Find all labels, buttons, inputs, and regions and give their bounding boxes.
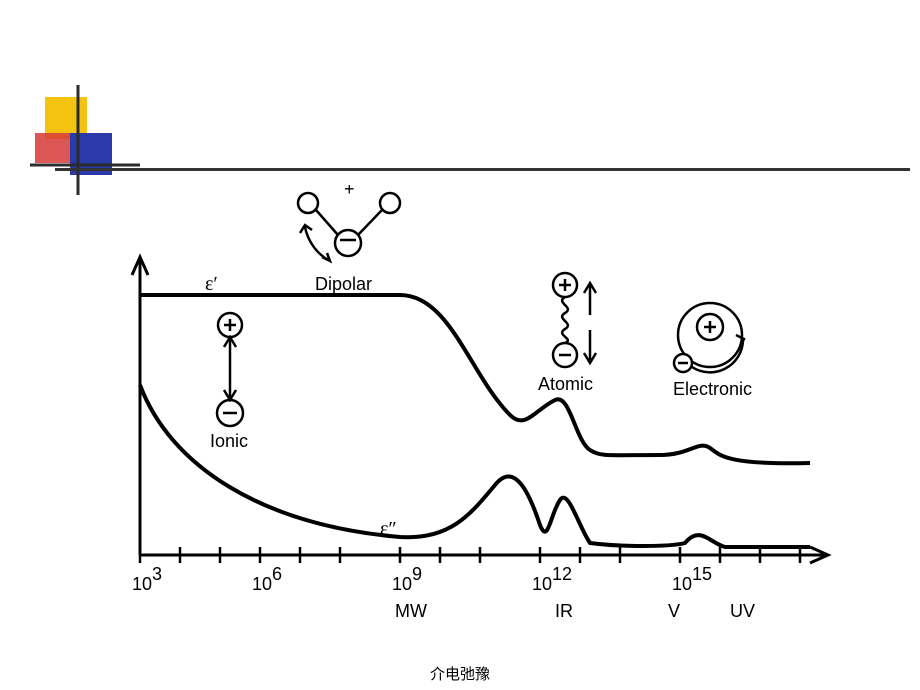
svg-text:15: 15 — [692, 564, 712, 584]
dipolar-icon: + — [298, 185, 400, 261]
electronic-icon — [674, 303, 744, 372]
svg-text:10: 10 — [392, 574, 412, 594]
svg-text:9: 9 — [412, 564, 422, 584]
ionic-icon — [217, 313, 243, 426]
ionic-label: Ionic — [210, 431, 248, 451]
svg-text:10: 10 — [672, 574, 692, 594]
slide-logo — [30, 85, 140, 195]
svg-text:MW: MW — [395, 601, 427, 621]
svg-text:IR: IR — [555, 601, 573, 621]
svg-text:V: V — [668, 601, 680, 621]
svg-text:+: + — [344, 185, 355, 199]
svg-text:3: 3 — [152, 564, 162, 584]
logo-yellow-square — [45, 97, 87, 139]
logo-red-square — [35, 133, 73, 163]
svg-text:10: 10 — [252, 574, 272, 594]
slide-caption: 介电弛豫 — [0, 663, 920, 684]
horizontal-rule — [55, 168, 910, 171]
epsilon-imag-label: ε″ — [380, 518, 397, 540]
epsilon-real-label: ε′ — [205, 273, 218, 295]
dipolar-label: Dipolar — [315, 274, 372, 294]
svg-text:10: 10 — [532, 574, 552, 594]
svg-text:6: 6 — [272, 564, 282, 584]
svg-text:10: 10 — [132, 574, 152, 594]
svg-text:12: 12 — [552, 564, 572, 584]
electronic-label: Electronic — [673, 379, 752, 399]
atomic-icon — [553, 273, 596, 367]
svg-text:UV: UV — [730, 601, 755, 621]
x-tick-labels: 103 106 109 1012 1015 — [132, 564, 712, 594]
atomic-label: Atomic — [538, 374, 593, 394]
dielectric-spectrum-chart: 103 106 109 1012 1015 MW IR V UV ε′ ε″ — [110, 185, 870, 645]
region-labels: MW IR V UV — [395, 601, 755, 621]
